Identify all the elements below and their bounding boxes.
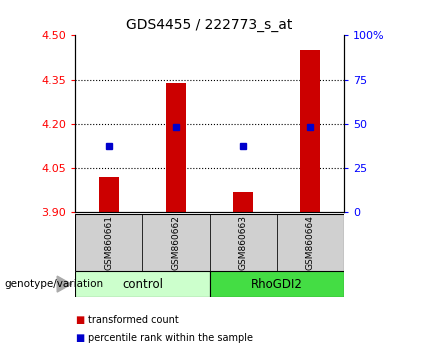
Bar <box>99 177 119 212</box>
Text: genotype/variation: genotype/variation <box>4 279 104 289</box>
Text: percentile rank within the sample: percentile rank within the sample <box>88 333 253 343</box>
Text: ■: ■ <box>75 315 85 325</box>
Text: ■: ■ <box>75 333 85 343</box>
Text: transformed count: transformed count <box>88 315 179 325</box>
Bar <box>300 50 320 212</box>
Text: GSM860662: GSM860662 <box>172 215 181 270</box>
Text: GSM860661: GSM860661 <box>104 215 114 270</box>
Bar <box>142 214 210 271</box>
Bar <box>210 271 344 297</box>
Bar <box>166 82 186 212</box>
Bar <box>233 192 253 212</box>
Polygon shape <box>57 276 71 292</box>
Text: control: control <box>122 278 163 291</box>
Bar <box>277 214 344 271</box>
Text: GSM860664: GSM860664 <box>306 215 315 270</box>
Text: RhoGDI2: RhoGDI2 <box>251 278 303 291</box>
Text: GSM860663: GSM860663 <box>239 215 248 270</box>
Bar <box>210 214 277 271</box>
Bar <box>75 271 210 297</box>
Bar <box>75 214 142 271</box>
Title: GDS4455 / 222773_s_at: GDS4455 / 222773_s_at <box>126 18 293 32</box>
